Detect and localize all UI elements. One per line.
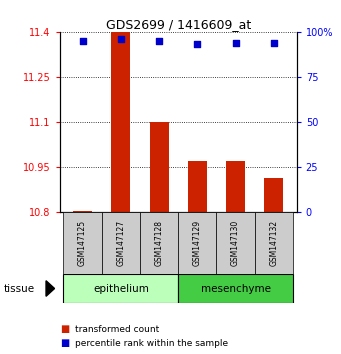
Bar [63,274,178,303]
Bar [111,32,130,212]
Text: percentile rank within the sample: percentile rank within the sample [75,339,228,348]
Bar [217,212,255,274]
Bar [255,212,293,274]
Bar [102,212,140,274]
Point [233,40,238,46]
Bar [140,212,178,274]
Text: transformed count: transformed count [75,325,159,334]
Text: ■: ■ [60,338,69,348]
Text: GSM147127: GSM147127 [116,220,125,267]
Title: GDS2699 / 1416609_at: GDS2699 / 1416609_at [106,18,251,31]
Text: GSM147132: GSM147132 [269,220,278,267]
Text: GSM147128: GSM147128 [154,221,164,266]
Bar [178,274,293,303]
Point [118,36,123,42]
Text: ■: ■ [60,324,69,334]
Bar [188,161,207,212]
Point [156,38,162,44]
Bar [63,212,102,274]
Text: mesenchyme: mesenchyme [201,284,270,293]
Bar [226,161,245,212]
Text: tissue: tissue [3,284,34,293]
Bar [178,212,217,274]
Point [271,40,277,46]
Bar [73,211,92,212]
Text: GSM147130: GSM147130 [231,220,240,267]
Point [195,42,200,47]
Text: GSM147125: GSM147125 [78,220,87,267]
Text: GSM147129: GSM147129 [193,220,202,267]
Point [80,38,85,44]
Bar [149,122,168,212]
Bar [264,178,283,212]
Text: epithelium: epithelium [93,284,149,293]
